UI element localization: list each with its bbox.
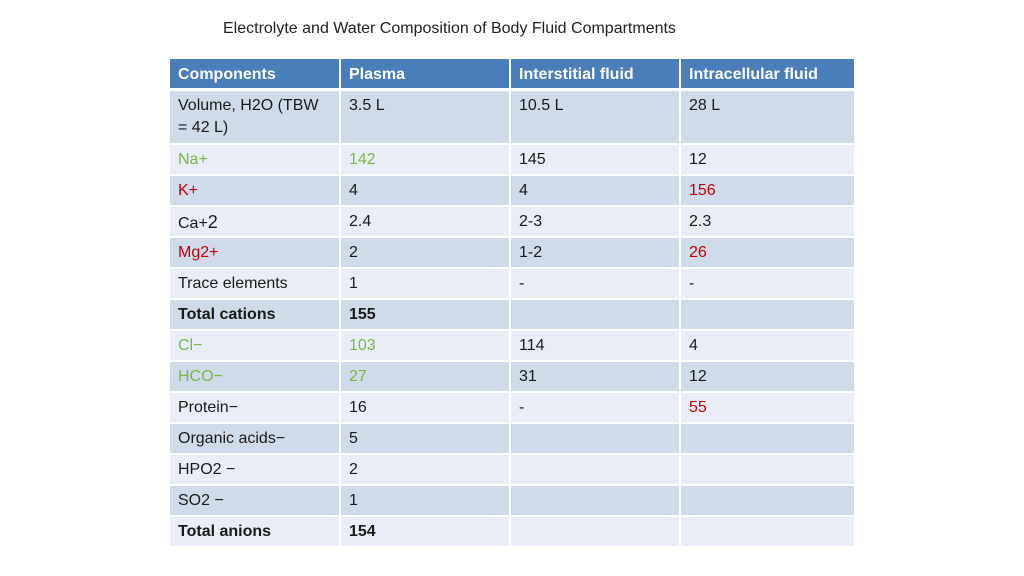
cell-plasma: 3.5 L bbox=[341, 91, 511, 145]
cell-intracellular bbox=[681, 300, 854, 331]
cell-plasma: 155 bbox=[341, 300, 511, 331]
header-intracellular-fluid: Intracellular fluid bbox=[681, 59, 854, 91]
table-row: Organic acids− 5 bbox=[170, 424, 854, 455]
electrolyte-table: Components Plasma Interstitial fluid Int… bbox=[170, 59, 854, 548]
page-title: Electrolyte and Water Composition of Bod… bbox=[223, 20, 676, 37]
table-row: Total anions 154 bbox=[170, 517, 854, 548]
charge-digit: 2 bbox=[207, 212, 218, 232]
table-row: Cl− 103 114 4 bbox=[170, 331, 854, 362]
cell-intracellular: 55 bbox=[681, 393, 854, 424]
cell-intracellular bbox=[681, 517, 854, 548]
cell-interstitial: 1-2 bbox=[511, 238, 681, 269]
cell-interstitial: - bbox=[511, 393, 681, 424]
table-row: Mg2+ 2 1-2 26 bbox=[170, 238, 854, 269]
cell-intracellular bbox=[681, 486, 854, 517]
cell-component: Trace elements bbox=[170, 269, 341, 300]
cell-component: Cl− bbox=[170, 331, 341, 362]
header-plasma: Plasma bbox=[341, 59, 511, 91]
table-row: Total cations 155 bbox=[170, 300, 854, 331]
table-row: K+ 4 4 156 bbox=[170, 176, 854, 207]
table-row: HPO2 − 2 bbox=[170, 455, 854, 486]
cell-component: HPO2 − bbox=[170, 455, 341, 486]
cell-plasma: 2 bbox=[341, 238, 511, 269]
cell-interstitial bbox=[511, 486, 681, 517]
cell-interstitial: - bbox=[511, 269, 681, 300]
table-row: Volume, H2O (TBW = 42 L) 3.5 L 10.5 L 28… bbox=[170, 91, 854, 145]
cell-plasma: 2 bbox=[341, 455, 511, 486]
cell-intracellular bbox=[681, 455, 854, 486]
cell-component: Total cations bbox=[170, 300, 341, 331]
cell-component: SO2 − bbox=[170, 486, 341, 517]
cell-intracellular: 26 bbox=[681, 238, 854, 269]
cell-plasma: 1 bbox=[341, 486, 511, 517]
cell-intracellular: 2.3 bbox=[681, 207, 854, 238]
cell-interstitial bbox=[511, 424, 681, 455]
cell-interstitial bbox=[511, 517, 681, 548]
table-header-row: Components Plasma Interstitial fluid Int… bbox=[170, 59, 854, 91]
table-row: SO2 − 1 bbox=[170, 486, 854, 517]
cell-component: Total anions bbox=[170, 517, 341, 548]
table-row: Na+ 142 145 12 bbox=[170, 145, 854, 176]
cell-intracellular: - bbox=[681, 269, 854, 300]
cell-intracellular: 28 L bbox=[681, 91, 854, 145]
cell-intracellular: 12 bbox=[681, 145, 854, 176]
cell-plasma: 142 bbox=[341, 145, 511, 176]
cell-interstitial: 31 bbox=[511, 362, 681, 393]
cell-plasma: 4 bbox=[341, 176, 511, 207]
cell-component: Protein− bbox=[170, 393, 341, 424]
cell-interstitial: 2-3 bbox=[511, 207, 681, 238]
table-row: Ca+2 2.4 2-3 2.3 bbox=[170, 207, 854, 238]
cell-interstitial: 10.5 L bbox=[511, 91, 681, 145]
cell-component: Organic acids− bbox=[170, 424, 341, 455]
cell-intracellular bbox=[681, 424, 854, 455]
cell-intracellular: 12 bbox=[681, 362, 854, 393]
cell-intracellular: 156 bbox=[681, 176, 854, 207]
cell-interstitial bbox=[511, 455, 681, 486]
cell-component: Na+ bbox=[170, 145, 341, 176]
cell-plasma: 27 bbox=[341, 362, 511, 393]
cell-component: K+ bbox=[170, 176, 341, 207]
table-row: Trace elements 1 - - bbox=[170, 269, 854, 300]
cell-interstitial: 114 bbox=[511, 331, 681, 362]
cell-component: Volume, H2O (TBW = 42 L) bbox=[170, 91, 341, 145]
cell-plasma: 1 bbox=[341, 269, 511, 300]
cell-intracellular: 4 bbox=[681, 331, 854, 362]
header-components: Components bbox=[170, 59, 341, 91]
cell-interstitial: 4 bbox=[511, 176, 681, 207]
cell-plasma: 5 bbox=[341, 424, 511, 455]
cell-plasma: 16 bbox=[341, 393, 511, 424]
cell-component: Ca+2 bbox=[170, 207, 341, 238]
cell-plasma: 2.4 bbox=[341, 207, 511, 238]
cell-interstitial bbox=[511, 300, 681, 331]
cell-plasma: 154 bbox=[341, 517, 511, 548]
cell-component: Mg2+ bbox=[170, 238, 341, 269]
cell-plasma: 103 bbox=[341, 331, 511, 362]
table-row: HCO− 27 31 12 bbox=[170, 362, 854, 393]
component-label: Ca+ bbox=[178, 215, 208, 232]
table-row: Protein− 16 - 55 bbox=[170, 393, 854, 424]
cell-component: HCO− bbox=[170, 362, 341, 393]
header-interstitial-fluid: Interstitial fluid bbox=[511, 59, 681, 91]
cell-interstitial: 145 bbox=[511, 145, 681, 176]
